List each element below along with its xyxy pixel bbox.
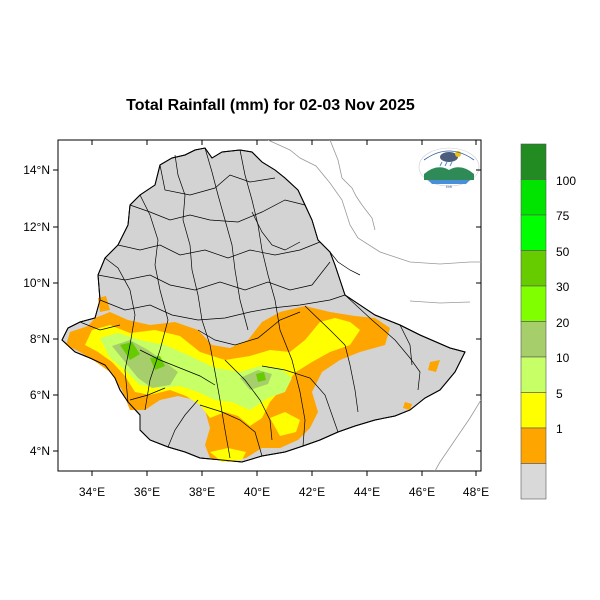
lat-axis: 14°N 12°N 10°N 8°N 6°N 4°N bbox=[23, 163, 481, 458]
legend-tick-label: 100 bbox=[556, 174, 576, 188]
legend-swatch bbox=[520, 463, 547, 500]
legend-colorbar bbox=[520, 143, 547, 500]
legend-tick-label: 10 bbox=[556, 351, 570, 365]
admin-boundaries bbox=[79, 147, 421, 459]
lat-label: 10°N bbox=[23, 276, 50, 290]
rainfall-overlay bbox=[66, 296, 440, 462]
map-title: Total Rainfall (mm) for 02-03 Nov 2025 bbox=[126, 97, 415, 114]
lat-label: 12°N bbox=[23, 220, 50, 234]
lat-label: 8°N bbox=[30, 332, 50, 346]
legend-tick-labels: 100 75 50 30 20 10 5 1 bbox=[556, 174, 576, 436]
legend-swatch bbox=[520, 392, 547, 429]
legend-swatch bbox=[520, 321, 547, 358]
lon-axis: 34°E 36°E 38°E 40°E 42°E 44°E 46°E 48°E bbox=[79, 140, 489, 499]
legend-swatch bbox=[520, 143, 547, 180]
lat-label: 6°N bbox=[30, 388, 50, 402]
legend-tick-label: 75 bbox=[556, 209, 570, 223]
legend-swatch bbox=[520, 356, 547, 393]
lon-label: 42°E bbox=[299, 485, 325, 499]
legend-swatch bbox=[520, 285, 547, 322]
legend-swatch bbox=[520, 250, 547, 287]
lon-label: 38°E bbox=[189, 485, 215, 499]
svg-text:EMI: EMI bbox=[446, 185, 452, 189]
legend-swatch bbox=[520, 214, 547, 251]
ethiopian-meteorology-institute-logo: EMI bbox=[418, 147, 480, 189]
lon-label: 46°E bbox=[409, 485, 435, 499]
legend-tick-label: 30 bbox=[556, 280, 570, 294]
legend-swatch bbox=[520, 179, 547, 216]
lat-label: 14°N bbox=[23, 163, 50, 177]
neighbor-boundaries bbox=[267, 140, 481, 471]
lon-label: 40°E bbox=[244, 485, 270, 499]
lat-label: 4°N bbox=[30, 444, 50, 458]
legend-tick-label: 20 bbox=[556, 316, 570, 330]
lon-label: 48°E bbox=[463, 485, 489, 499]
legend-tick-label: 1 bbox=[556, 422, 563, 436]
legend-tick-label: 50 bbox=[556, 245, 570, 259]
lon-label: 44°E bbox=[354, 485, 380, 499]
lon-label: 36°E bbox=[134, 485, 160, 499]
lon-label: 34°E bbox=[79, 485, 105, 499]
legend-swatch bbox=[520, 427, 547, 464]
legend-tick-label: 5 bbox=[556, 387, 563, 401]
